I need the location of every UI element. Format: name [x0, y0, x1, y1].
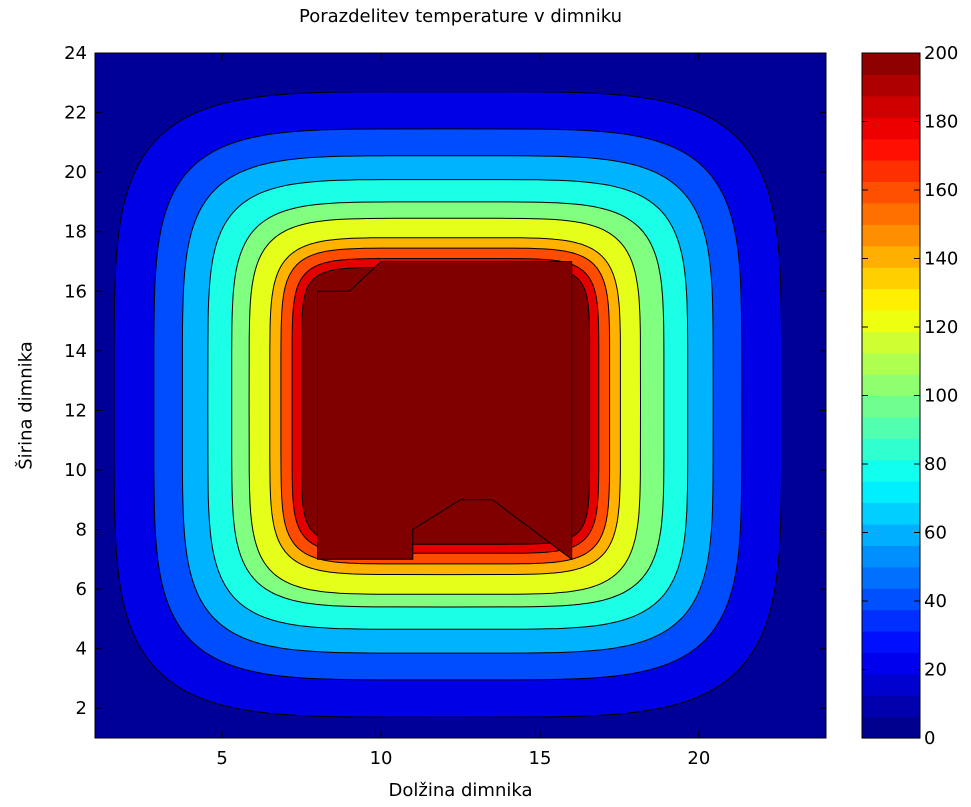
- colorbar-step: [862, 481, 920, 504]
- colorbar-step: [862, 374, 920, 397]
- colorbar-tick-label: 40: [924, 591, 947, 612]
- colorbar-step: [862, 331, 920, 354]
- y-tick-label: 12: [64, 400, 87, 421]
- colorbar-step: [862, 566, 920, 589]
- y-tick-label: 20: [64, 162, 87, 183]
- y-tick-label: 8: [76, 520, 87, 541]
- colorbar-step: [862, 309, 920, 332]
- colorbar-step: [862, 224, 920, 247]
- colorbar-step: [862, 716, 920, 739]
- colorbar-tick-label: 180: [924, 112, 958, 133]
- y-tick-label: 24: [64, 43, 87, 64]
- colorbar-step: [862, 138, 920, 161]
- colorbar-step: [862, 630, 920, 653]
- y-tick-label: 10: [64, 460, 87, 481]
- colorbar-tick-label: 80: [924, 454, 947, 475]
- colorbar-tick-label: 120: [924, 317, 958, 338]
- colorbar-step: [862, 95, 920, 118]
- colorbar-step: [862, 53, 920, 76]
- x-axis-label: Dolžina dimnika: [388, 780, 533, 801]
- colorbar-step: [862, 438, 920, 461]
- colorbar-step: [862, 74, 920, 97]
- colorbar-step: [862, 267, 920, 290]
- colorbar-step: [862, 395, 920, 418]
- y-tick-label: 14: [64, 341, 87, 362]
- hot-region-polygon: [317, 261, 573, 561]
- colorbar: 0 20 40 60 80 100 120 140 160 180 200: [861, 43, 958, 749]
- y-tick-label: 4: [76, 639, 87, 660]
- y-tick-label: 22: [64, 103, 87, 124]
- plot-frame: [94, 52, 827, 739]
- colorbar-tick-label: 160: [924, 180, 958, 201]
- x-tick-label: 20: [687, 748, 710, 769]
- x-tick-label: 15: [529, 748, 552, 769]
- colorbar-tick-label: 140: [924, 249, 958, 270]
- colorbar-step: [862, 181, 920, 204]
- colorbar-tick-label: 60: [924, 523, 947, 544]
- x-tick-label: 5: [216, 748, 227, 769]
- colorbar-step: [862, 652, 920, 675]
- colorbar-step: [862, 352, 920, 375]
- colorbar-step: [862, 459, 920, 482]
- colorbar-tick-label: 200: [924, 43, 958, 64]
- colorbar-step: [862, 245, 920, 268]
- colorbar-step: [862, 609, 920, 632]
- colorbar-step: [862, 502, 920, 525]
- colorbar-step: [862, 288, 920, 311]
- y-tick-label: 16: [64, 281, 87, 302]
- colorbar-step: [862, 695, 920, 718]
- colorbar-step: [862, 416, 920, 439]
- colorbar-step: [862, 673, 920, 696]
- colorbar-step: [862, 545, 920, 568]
- colorbar-step: [862, 202, 920, 225]
- y-tick-label: 2: [76, 698, 87, 719]
- colorbar-tick-label: 100: [924, 386, 958, 407]
- colorbar-step: [862, 523, 920, 546]
- colorbar-step: [862, 588, 920, 611]
- colorbar-step: [862, 160, 920, 183]
- chart-title: Porazdelitev temperature v dimniku: [299, 6, 622, 27]
- hot-region: [317, 261, 573, 561]
- x-tick-label: 10: [370, 748, 393, 769]
- y-tick-label: 18: [64, 222, 87, 243]
- colorbar-tick-label: 20: [924, 660, 947, 681]
- colorbar-tick-label: 0: [924, 728, 935, 749]
- y-tick-label: 6: [76, 579, 87, 600]
- colorbar-step: [862, 117, 920, 140]
